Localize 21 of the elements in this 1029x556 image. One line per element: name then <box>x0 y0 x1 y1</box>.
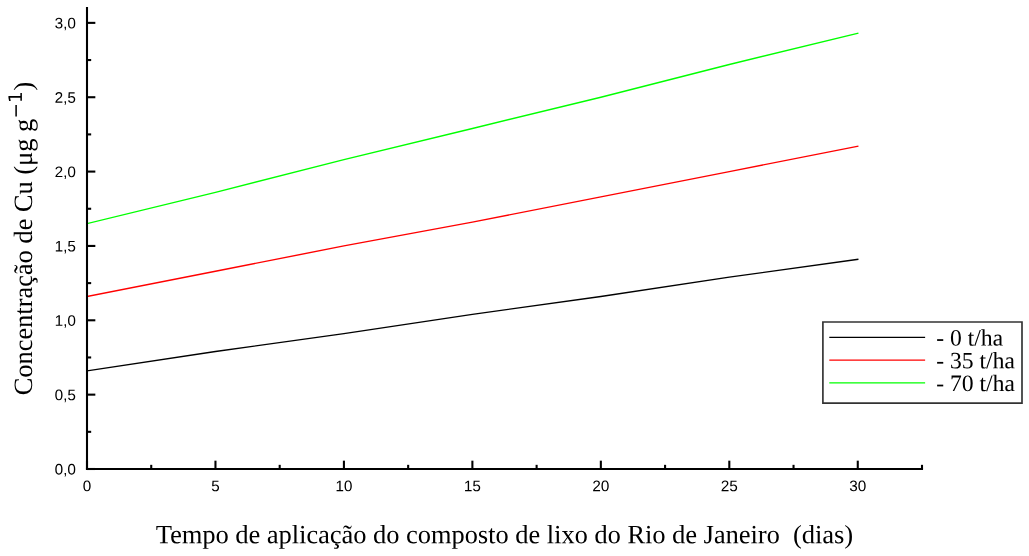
line-series <box>87 145 859 298</box>
y-axis-title: Concentração de Cu (μg g$^{−1}$) <box>8 82 38 395</box>
x-axis-title: Tempo de aplicação do composto de lixo do Rio de Janeiro (dias) <box>156 524 852 549</box>
legend-label: - 0 t/ha <box>937 329 1003 346</box>
x-tick-label: 5 <box>211 480 220 492</box>
x-tick-label: 25 <box>721 480 738 492</box>
y-tick-label: 1,5 <box>55 240 76 254</box>
y-tick-label: 3,0 <box>55 17 76 31</box>
x-tick-label: 15 <box>465 480 481 492</box>
x-tick-label: 20 <box>593 480 609 492</box>
line-series <box>87 32 859 225</box>
y-tick-label: 0,0 <box>55 463 76 477</box>
x-tick-label: 30 <box>849 480 866 492</box>
x-tick-label: 0 <box>83 480 91 492</box>
legend-label: - 35 t/ha <box>937 351 1015 369</box>
legend-label: - 70 t/ha <box>937 374 1015 392</box>
y-tick-label: 1,0 <box>55 315 76 328</box>
y-tick-label: 2,5 <box>55 92 76 105</box>
x-tick-label: 10 <box>336 480 352 492</box>
y-tick-label: 2,0 <box>55 166 76 180</box>
y-tick-label: 0,5 <box>55 389 76 403</box>
